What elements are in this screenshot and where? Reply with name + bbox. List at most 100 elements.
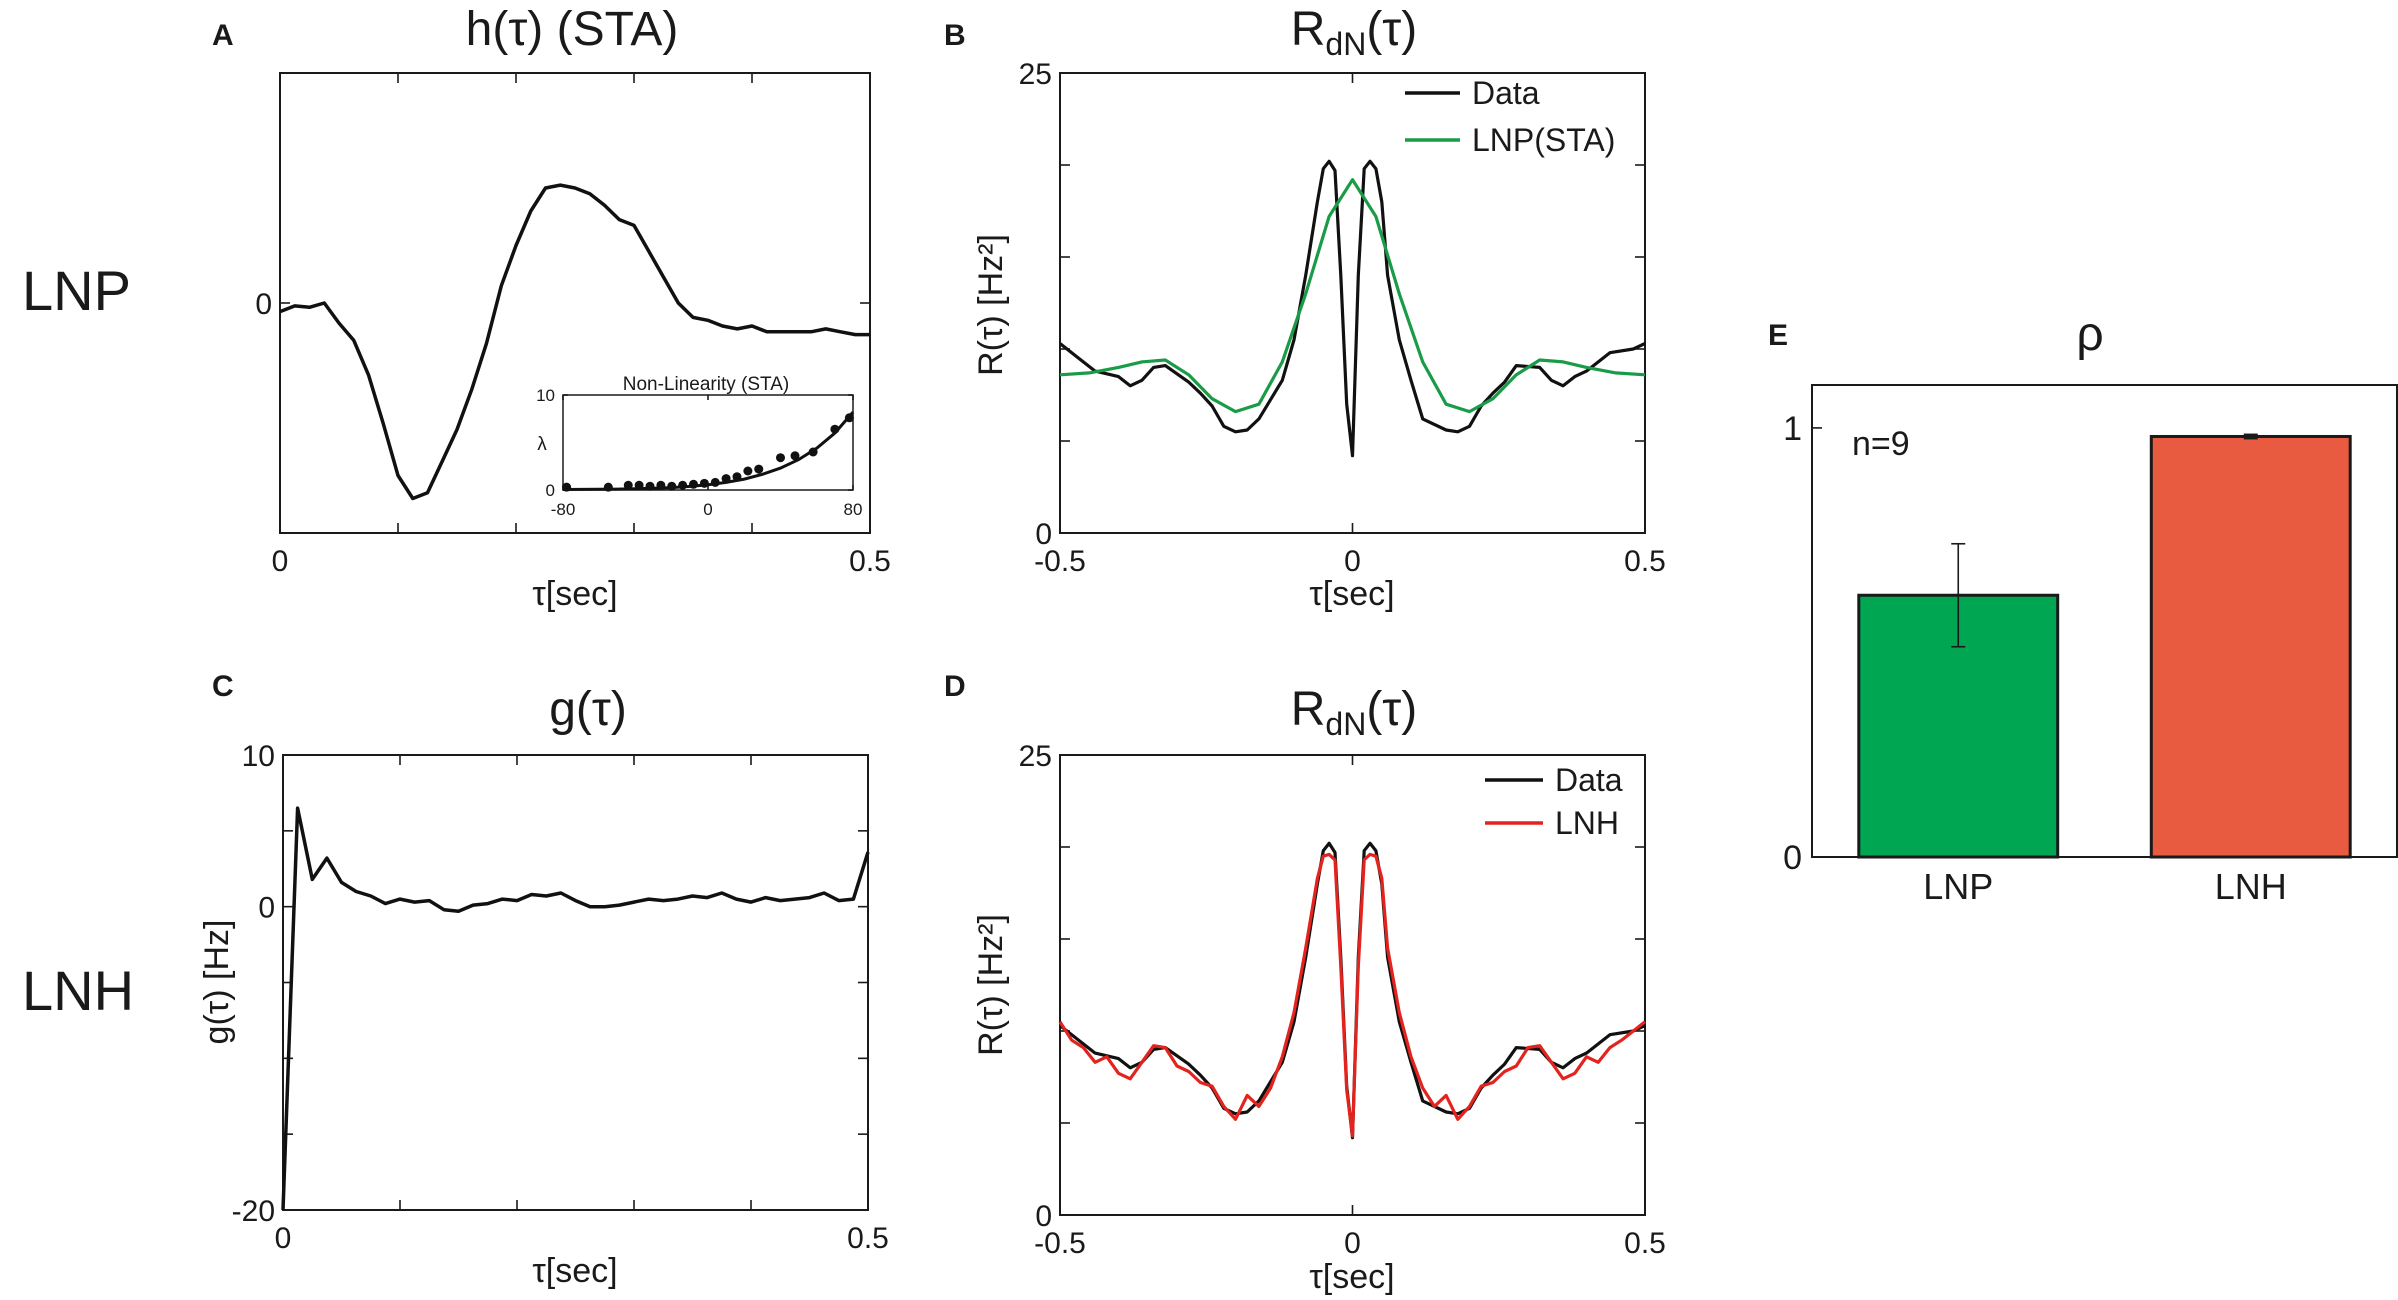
panel-e-ticks: 01 (1783, 410, 1822, 877)
panel-a-letter: A (212, 19, 234, 52)
panel-d-title: RdN(τ) (1291, 683, 1418, 742)
panel-d-xlabel: τ[sec] (1309, 1258, 1394, 1296)
panel-c-ylabel-text: g(τ) [Hz] (198, 920, 236, 1045)
panel-c-lines (281, 806, 870, 1211)
panel-d-title-suffix: (τ) (1366, 683, 1417, 736)
inset-data-point (754, 464, 764, 474)
y-tick-label: 25 (1019, 740, 1052, 773)
panel-c-title: g(τ) (549, 683, 627, 736)
inset-data-point (743, 466, 753, 476)
y-tick-label: 0 (258, 891, 275, 924)
x-tick-label: 0 (1344, 545, 1361, 578)
x-tick-label: 0.5 (1624, 1227, 1666, 1260)
y-tick-label: 1 (1783, 410, 1802, 448)
panel-d-legend: Data LNH (1485, 762, 1623, 841)
x-tick-label: 0.5 (1624, 545, 1666, 578)
panel-d-ylabel: R(τ) [Hz²] (972, 914, 1010, 1056)
x-tick-label: -0.5 (1034, 1227, 1086, 1260)
panel-a-lines (279, 183, 870, 501)
inset-data-point (830, 424, 840, 434)
panel-b-ylabel: R(τ) [Hz²] (972, 234, 1010, 376)
panel-e-bars: LNP LNH (1857, 433, 2352, 907)
panel-b-lines (1059, 159, 1646, 458)
y-tick-label: 0 (546, 481, 555, 500)
inset-ylabel: λ (537, 434, 547, 455)
series-line-h (279, 183, 870, 501)
inset-data-point (603, 482, 613, 492)
inset-data-point (710, 477, 720, 487)
x-tick-label: -80 (551, 500, 576, 519)
series-line-lnh (1058, 852, 1646, 1138)
inset-data-point (645, 481, 655, 491)
panel-b-title-suffix: (τ) (1366, 3, 1417, 56)
bar-lnh (2149, 434, 2352, 859)
panel-b-title: RdN(τ) (1291, 3, 1418, 62)
x-tick-label: -0.5 (1034, 545, 1086, 578)
panel-b-ylabel-text: R(τ) [Hz²] (972, 234, 1010, 376)
panel-c-ylabel: g(τ) [Hz] (198, 920, 236, 1045)
inset-data-point (699, 478, 709, 488)
panel-c-frame (282, 754, 869, 1211)
panel-e: E ρ n=9 01 LNP LNH (1768, 308, 2398, 907)
y-tick-label: 10 (536, 386, 555, 405)
inset-data-point (732, 472, 742, 482)
panel-c-xlabel: τ[sec] (532, 1252, 617, 1290)
legend-b-label-model: LNP(STA) (1472, 122, 1615, 158)
row-label-lnp: LNP (22, 259, 131, 322)
legend-b-label-data: Data (1472, 75, 1540, 111)
x-tick-label: 0 (1344, 1227, 1361, 1260)
inset-title: Non-Linearity (STA) (623, 374, 789, 395)
panel-a: A h(τ) (STA) 0 0.50 τ[sec] Non-Linearity … (212, 3, 891, 613)
panel-d-letter: D (944, 670, 966, 703)
y-tick-label: -20 (232, 1195, 275, 1228)
panel-b-legend: Data LNP(STA) (1405, 75, 1615, 158)
y-tick-label: 0 (1783, 839, 1802, 877)
inset-data-point (808, 447, 818, 457)
row-label-lnh: LNH (22, 959, 134, 1022)
inset-data-point (678, 480, 688, 490)
y-tick-label: 0 (255, 288, 272, 321)
y-tick-label: 0 (1035, 518, 1052, 551)
legend-d-label-model: LNH (1555, 805, 1619, 841)
y-tick-label: 10 (242, 740, 275, 773)
inset-data-point (656, 480, 666, 490)
panel-a-ticks: 0 0.50 (255, 73, 891, 578)
inset-data-point (667, 481, 677, 491)
panel-d-title-sub: dN (1325, 706, 1366, 742)
inset-data-point (721, 474, 731, 484)
x-tick-label: 0 (703, 500, 712, 519)
panel-e-letter: E (1768, 319, 1788, 352)
inset-data-point (844, 413, 854, 423)
series-line-data (1059, 841, 1646, 1140)
panel-e-frame (1811, 384, 2398, 858)
panel-b-title-sub: dN (1325, 26, 1366, 62)
panel-e-title: ρ (2076, 308, 2103, 361)
panel-a-xlabel: τ[sec] (532, 575, 617, 613)
panel-d-title-main: R (1291, 683, 1326, 736)
panel-e-annotation: n=9 (1852, 425, 1910, 463)
x-tick-label: 0 (275, 1222, 292, 1255)
x-tick-label: 0 (272, 545, 289, 578)
panel-d-ylabel-text: R(τ) [Hz²] (972, 914, 1010, 1056)
inset-data-point (623, 480, 633, 490)
inset-data-point (790, 451, 800, 461)
panel-d-lines (1058, 841, 1646, 1140)
panel-c-letter: C (212, 670, 234, 703)
panel-b-xlabel: τ[sec] (1309, 575, 1394, 613)
inset-data-point (562, 482, 572, 492)
panel-b-letter: B (944, 19, 966, 52)
y-tick-label: 0 (1035, 1200, 1052, 1233)
legend-d-label-data: Data (1555, 762, 1623, 798)
category-label: LNH (2215, 866, 2287, 907)
x-tick-label: 80 (844, 500, 863, 519)
panel-b-title-main: R (1291, 3, 1326, 56)
category-label: LNP (1923, 866, 1993, 907)
inset-background (563, 395, 853, 490)
